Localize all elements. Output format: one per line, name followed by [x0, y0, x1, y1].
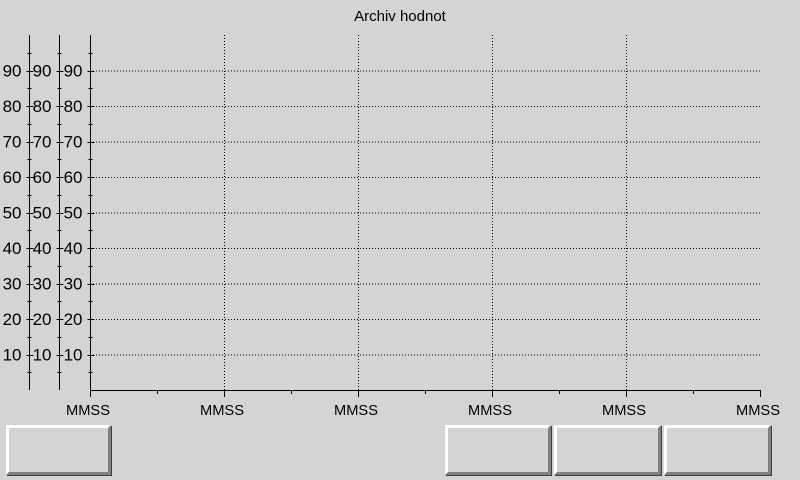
y-tick-label: 20: [3, 310, 22, 329]
chart-title: Archiv hodnot: [354, 8, 446, 25]
function-button-2[interactable]: [554, 425, 661, 475]
function-button-1[interactable]: [445, 425, 551, 475]
y-tick-label: 30: [64, 275, 83, 294]
y-tick-label: 80: [64, 97, 83, 116]
y-tick-label: 40: [64, 239, 83, 258]
y-tick-label: 60: [3, 168, 22, 187]
y-tick-label: 90: [33, 62, 52, 81]
y-tick-label: 20: [64, 310, 83, 329]
y-tick-label: 80: [33, 97, 52, 116]
function-button-3[interactable]: [664, 425, 771, 475]
y-tick-label: 50: [33, 204, 52, 223]
left-function-button[interactable]: [6, 425, 111, 475]
x-tick-label: MMSS: [334, 402, 378, 419]
chart: MMSS MMSS MMSS MMSS MMSS MMSS 10 20 30 40 50 60 70 80…: [3, 35, 780, 419]
y-tick-label: 20: [33, 310, 52, 329]
y-tick-label: 70: [33, 133, 52, 152]
y-tick-label: 10: [64, 346, 83, 365]
y-tick-label: 10: [3, 346, 22, 365]
x-tick-label: MMSS: [736, 402, 780, 419]
x-tick-label: MMSS: [66, 402, 110, 419]
y-tick-label: 10: [33, 346, 52, 365]
y-tick-label: 90: [3, 62, 22, 81]
y-tick-label: 30: [3, 275, 22, 294]
y-tick-label: 80: [3, 97, 22, 116]
y-tick-label: 40: [33, 239, 52, 258]
x-tick-label: MMSS: [468, 402, 512, 419]
x-tick-label: MMSS: [200, 402, 244, 419]
y-tick-label: 60: [64, 168, 83, 187]
y-tick-label: 70: [64, 133, 83, 152]
y-tick-label: 60: [33, 168, 52, 187]
y-tick-label: 50: [3, 204, 22, 223]
x-tick-label: MMSS: [602, 402, 646, 419]
y-tick-label: 50: [64, 204, 83, 223]
y-tick-label: 40: [3, 239, 22, 258]
y-tick-label: 70: [3, 133, 22, 152]
y-tick-label: 90: [64, 62, 83, 81]
y-tick-label: 30: [33, 275, 52, 294]
